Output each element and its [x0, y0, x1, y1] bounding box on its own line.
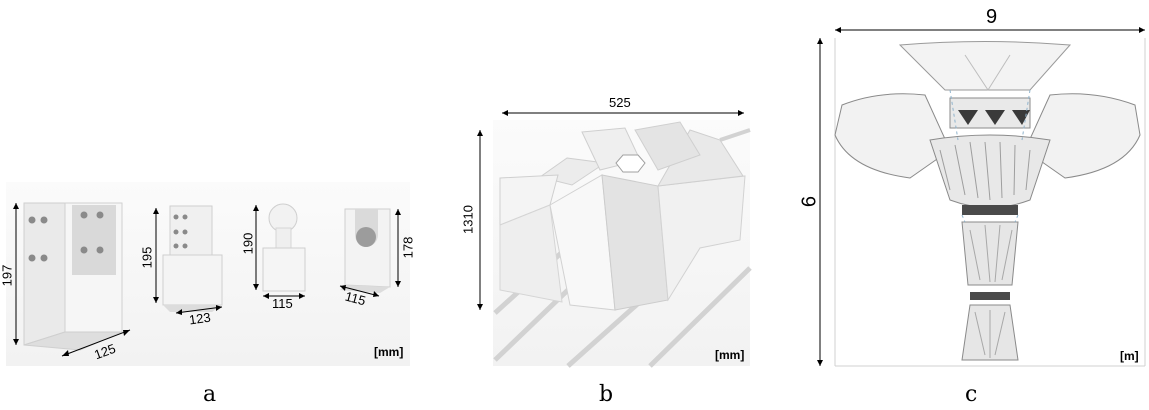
- column-shaft: [961, 221, 1019, 361]
- panel-a-drawing: [13, 202, 401, 357]
- dim-width: 525: [609, 95, 631, 110]
- piece-1-block: [23, 202, 123, 351]
- piece-4-block: [340, 208, 391, 293]
- dim-piece-3-width: 115: [272, 296, 293, 311]
- piece-3-block: [262, 203, 306, 292]
- panel-c: 9 6 [m] c: [790, 0, 1149, 410]
- panel-c-unit: [m]: [1120, 349, 1139, 363]
- dim-width: 9: [986, 6, 998, 28]
- panel-c-caption: c: [965, 382, 978, 407]
- panel-c-drawing: [817, 27, 1146, 367]
- column-capital: [929, 134, 1051, 215]
- panel-b-drawing: [477, 110, 752, 368]
- dim-height: 1310: [460, 205, 476, 234]
- dim-piece-3-height: 190: [240, 232, 256, 255]
- panel-b-caption: b: [599, 382, 614, 407]
- dim-height: 6: [798, 195, 821, 208]
- panel-a-caption: a: [203, 382, 217, 407]
- panel-b-unit: [mm]: [715, 348, 745, 362]
- panel-a: 197 125 195 123 190 115 178 115 [mm] a: [0, 0, 420, 410]
- panel-b: 525 1310 [mm] b: [440, 0, 770, 410]
- column-top-funnel: [898, 41, 1072, 91]
- panel-a-unit: [mm]: [374, 345, 404, 359]
- dim-piece-4-height: 178: [400, 236, 416, 259]
- piece-2-block: [162, 205, 223, 312]
- dim-piece-2-width: 123: [188, 309, 212, 328]
- dim-piece-2-height: 195: [139, 246, 155, 269]
- radial-fin-structure: [499, 121, 746, 311]
- column-side-arms: [834, 93, 1141, 179]
- dim-piece-1-height: 197: [0, 264, 15, 287]
